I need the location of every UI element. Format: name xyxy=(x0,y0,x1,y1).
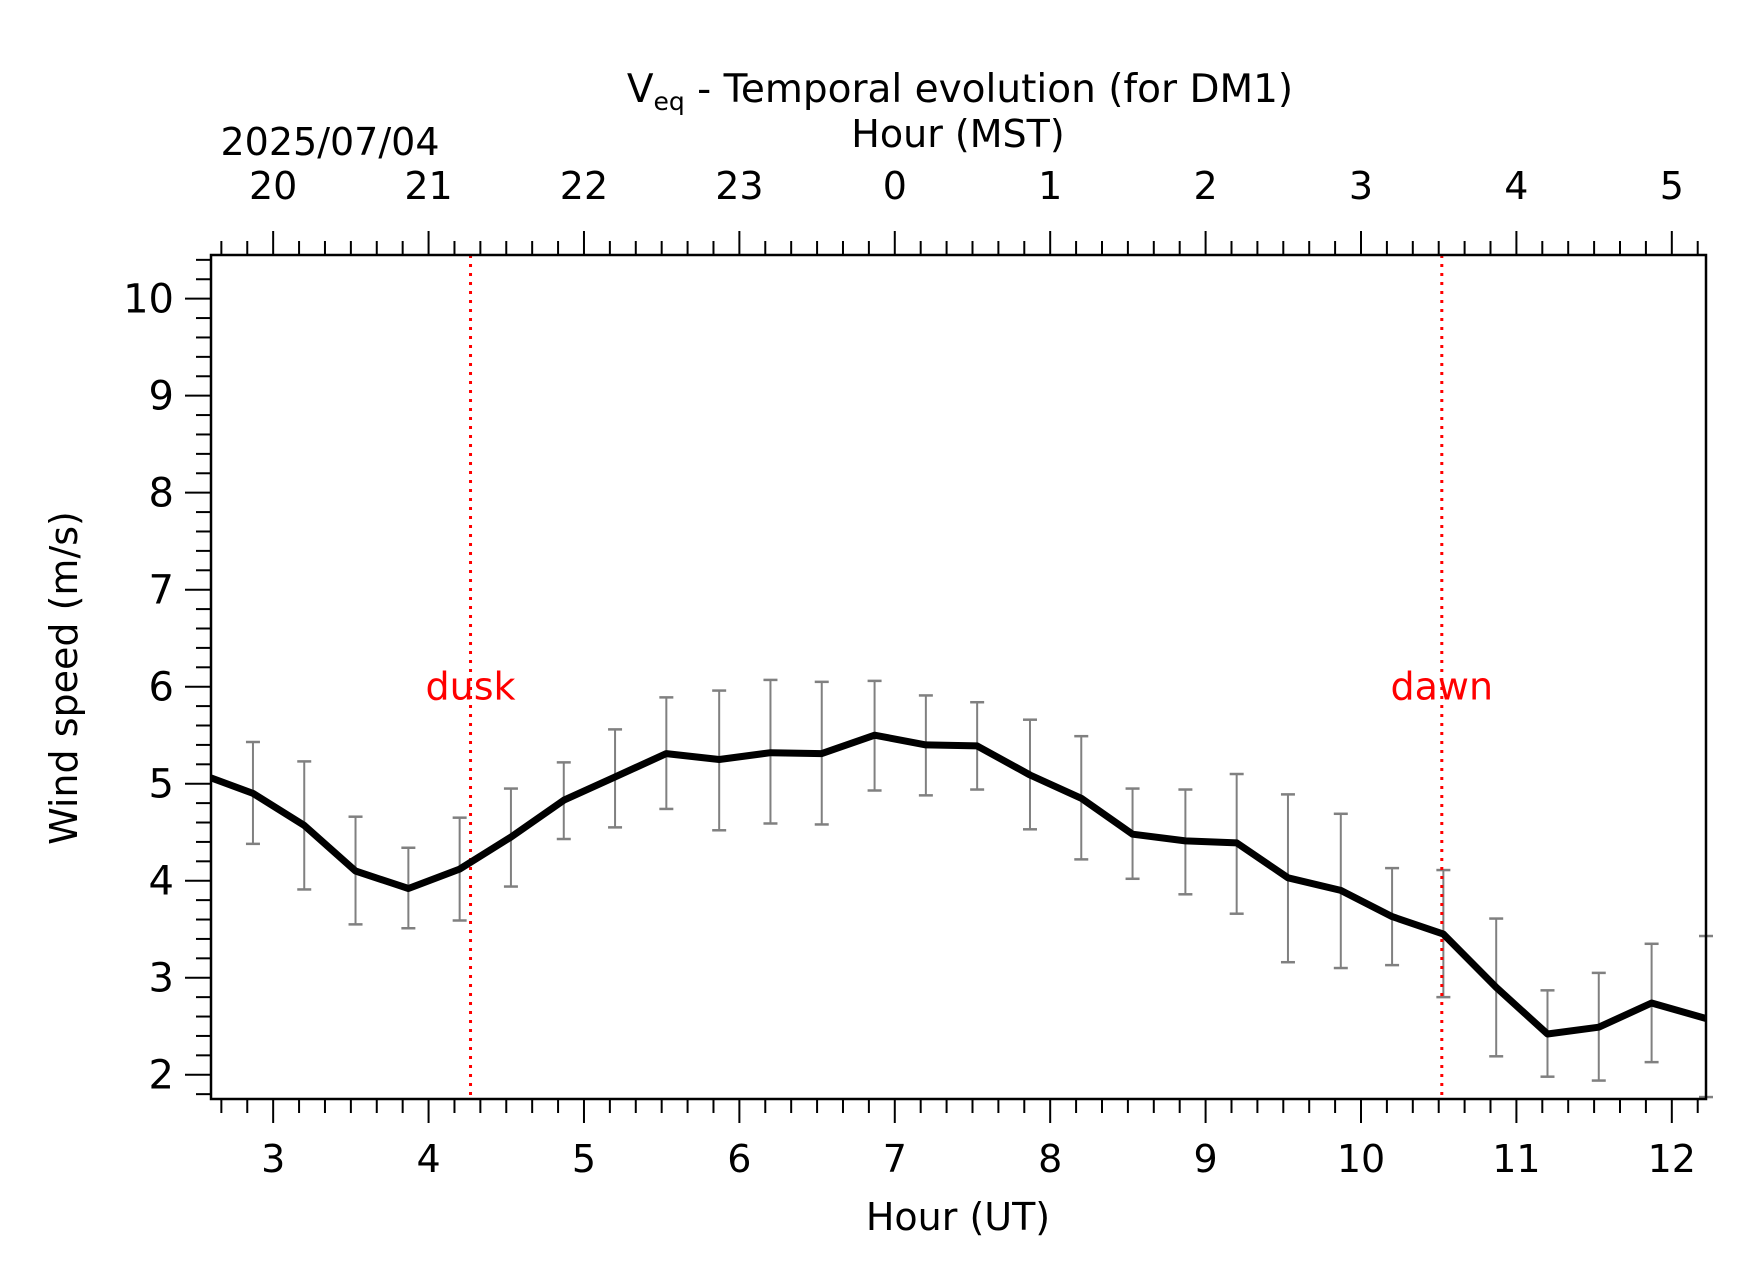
x-axis-label: Hour (UT) xyxy=(866,1195,1050,1239)
top-tick-label: 20 xyxy=(249,164,297,208)
x-tick-label: 7 xyxy=(883,1137,907,1181)
event-markers: dusk dawn xyxy=(426,255,1494,1099)
y-tick-label: 4 xyxy=(149,859,174,905)
x-tick-label: 10 xyxy=(1337,1137,1385,1181)
error-bars xyxy=(245,678,1713,1099)
top-tick-label: 23 xyxy=(715,164,763,208)
top-tick-label: 21 xyxy=(404,164,452,208)
x-tick-label: 9 xyxy=(1194,1137,1218,1181)
x-tick-label: 3 xyxy=(261,1137,285,1181)
y-tick-label: 6 xyxy=(149,665,174,711)
top-tick-label: 1 xyxy=(1038,164,1062,208)
event-label-dusk: dusk xyxy=(426,665,516,709)
y-axis-label: Wind speed (m/s) xyxy=(42,511,86,845)
top-tick-label: 4 xyxy=(1504,164,1528,208)
top-axis-label: Hour (MST) xyxy=(851,112,1064,156)
chart-title-subscript: eq xyxy=(654,87,685,116)
plot-frame xyxy=(209,253,1708,1101)
chart-title: Veq - Temporal evolution (for DM1) xyxy=(627,67,1293,116)
x-tick-label: 12 xyxy=(1648,1137,1696,1181)
y-tick-label: 2 xyxy=(149,1053,174,1099)
y-tick-label: 7 xyxy=(149,568,174,614)
series-line xyxy=(209,731,1707,1038)
axis-ticks xyxy=(185,231,1699,1123)
x-tick-label: 4 xyxy=(416,1137,440,1181)
y-tick-label: 5 xyxy=(149,762,174,808)
x-tick-label: 6 xyxy=(727,1137,751,1181)
x-tick-label: 8 xyxy=(1038,1137,1062,1181)
top-tick-label: 2 xyxy=(1194,164,1218,208)
x-tick-label: 5 xyxy=(572,1137,596,1181)
top-tick-label: 0 xyxy=(883,164,907,208)
series-lines xyxy=(209,731,1707,1038)
chart-title-rest: - Temporal evolution (for DM1) xyxy=(685,67,1293,112)
top-tick-label: 3 xyxy=(1349,164,1373,208)
chart-title-main: V xyxy=(627,67,654,112)
y-tick-label: 10 xyxy=(123,277,174,323)
y-tick-label: 3 xyxy=(149,956,174,1002)
x-tick-label: 11 xyxy=(1492,1137,1540,1181)
top-tick-label: 22 xyxy=(560,164,608,208)
top-axis-date: 2025/07/04 xyxy=(220,120,439,164)
y-tick-label: 9 xyxy=(149,374,174,420)
event-label-dawn: dawn xyxy=(1391,665,1494,709)
y-tick-label: 8 xyxy=(149,471,174,517)
top-tick-label: 5 xyxy=(1660,164,1684,208)
